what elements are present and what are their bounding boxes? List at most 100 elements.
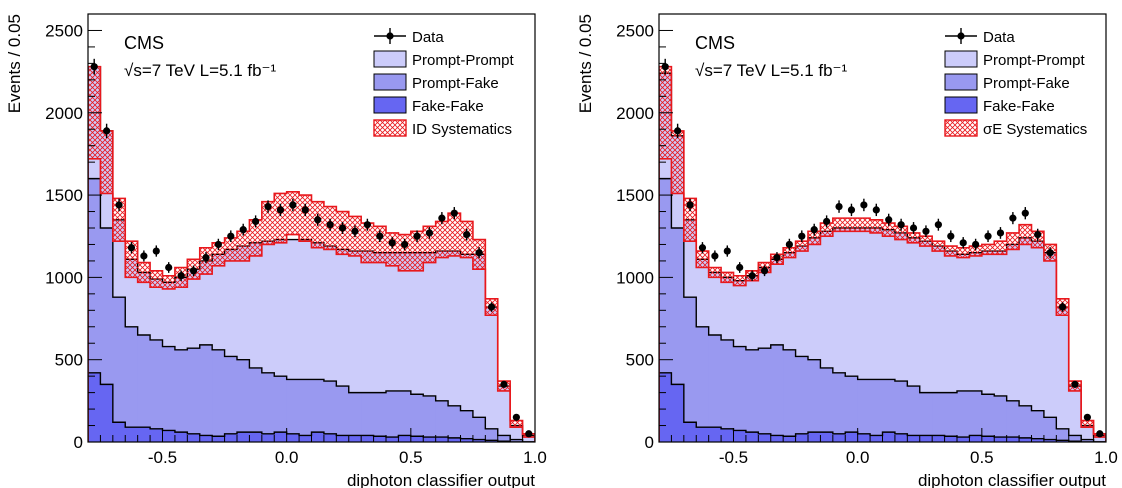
prompt-prompt-bar: [994, 251, 1008, 442]
fake-fake-bar: [212, 436, 225, 442]
data-point: [934, 221, 942, 229]
systematics-band-bin: [224, 237, 237, 261]
prompt-prompt-bar: [435, 251, 449, 442]
prompt-fake-bar: [708, 335, 722, 442]
fake-fake-bar: [671, 384, 685, 442]
data-point: [1083, 413, 1091, 421]
prompt-fake-bar: [373, 392, 387, 442]
legend-label: Data: [412, 29, 444, 46]
prompt-fake-bar: [770, 344, 784, 442]
prompt-fake-bar: [299, 379, 312, 442]
data-point: [922, 227, 930, 235]
data-point: [1009, 214, 1017, 222]
data-point: [276, 206, 285, 214]
data-point: [351, 227, 359, 235]
data-point: [897, 221, 905, 229]
fake-fake-bar: [224, 433, 238, 442]
y-tick-label: 500: [55, 351, 83, 370]
legend-item: Prompt-Fake: [944, 73, 1070, 92]
data-point: [711, 252, 719, 260]
fake-fake-bar: [1043, 439, 1057, 442]
systematics-band-bin: [845, 218, 858, 232]
systematics-band-bin: [932, 241, 945, 252]
prompt-prompt-bar: [510, 425, 523, 442]
data-point: [413, 232, 421, 240]
prompt-fake-bar: [212, 349, 225, 442]
right-panel: 0 500 1000 1500 2000 2500 -0.5 0.0 0.5 1.0 diphoto…: [576, 13, 1118, 488]
systematics-band-bin: [808, 231, 821, 245]
systematics-band-bin: [1019, 224, 1032, 245]
fake-fake-bar: [870, 435, 883, 442]
prompt-fake-bar: [857, 379, 871, 442]
prompt-fake-bar: [932, 392, 945, 442]
fake-fake-bar: [919, 435, 933, 442]
fake-fake-bar: [237, 432, 250, 442]
prompt-fake-bar: [224, 356, 238, 442]
data-point: [1096, 430, 1104, 438]
legend-data-marker: [957, 32, 965, 40]
legend-item: Data: [945, 28, 1015, 46]
fake-fake-bar: [286, 433, 300, 442]
fake-fake-bar: [336, 435, 350, 442]
data-point: [264, 203, 272, 211]
systematics-band-bin: [448, 213, 461, 256]
prompt-fake-bar: [808, 359, 821, 442]
data-point: [326, 221, 334, 229]
fake-fake-bar: [373, 436, 387, 442]
legend-label: Prompt-Fake: [412, 75, 499, 92]
prompt-fake-bar: [758, 348, 772, 442]
legend-fill-swatch: [944, 73, 978, 91]
data-point: [127, 244, 136, 252]
legend-item: ID Systematics: [373, 119, 512, 138]
systematics-band-bin: [721, 272, 734, 283]
systematics-band-bin: [919, 236, 933, 247]
prompt-fake-bar: [1006, 400, 1020, 442]
prompt-fake-bar: [125, 326, 139, 442]
data-point: [984, 232, 992, 240]
data-point: [947, 232, 955, 240]
fake-fake-bar: [199, 435, 213, 442]
y-tick-label: 1500: [616, 186, 654, 205]
systematics-band-bin: [286, 191, 300, 235]
data-point: [363, 221, 371, 229]
fake-fake-bar: [795, 433, 809, 442]
data-point: [227, 232, 235, 240]
plot-area: [659, 65, 1106, 442]
prompt-fake-bar: [274, 376, 288, 442]
fake-fake-bar: [981, 436, 995, 442]
y-axis-title: Events / 0.05: [5, 14, 24, 113]
data-point: [798, 232, 806, 240]
data-point: [450, 209, 458, 217]
prompt-fake-bar: [174, 349, 188, 442]
x-axis-title: diphoton classifier output: [347, 471, 535, 488]
systematics-band-bin: [907, 232, 920, 243]
systematics-band-bin: [435, 221, 449, 258]
legend-data-marker: [386, 32, 394, 40]
prompt-fake-bar: [435, 400, 449, 442]
data-point: [885, 216, 893, 224]
systematics-band-lower: [88, 158, 535, 438]
data-point: [463, 230, 471, 239]
fake-fake-bar: [745, 432, 759, 442]
systematics-band-bin: [882, 223, 895, 237]
fake-fake-bar: [708, 427, 722, 442]
legend-fill-swatch: [373, 73, 407, 91]
prompt-fake-bar: [795, 356, 809, 442]
data-point: [152, 247, 160, 255]
prompt-fake-bar: [112, 297, 126, 442]
fake-fake-bar: [423, 437, 437, 442]
prompt-fake-bar: [894, 381, 908, 442]
prompt-fake-bar: [696, 326, 710, 442]
legend-item: Prompt-Prompt: [944, 50, 1086, 69]
prompt-fake-bar: [957, 390, 970, 442]
data-point: [760, 267, 769, 275]
prompt-fake-outline: [659, 177, 1106, 442]
experiment-label: CMS: [695, 33, 735, 53]
legend-fill-swatch: [373, 96, 407, 114]
legend-item: Prompt-Fake: [373, 73, 499, 92]
systematics-band-bin: [683, 198, 697, 242]
fake-fake-bar: [435, 437, 449, 442]
experiment-label: CMS: [124, 33, 164, 53]
systematics-band-bin: [832, 218, 846, 232]
prompt-fake-bar: [994, 395, 1008, 442]
